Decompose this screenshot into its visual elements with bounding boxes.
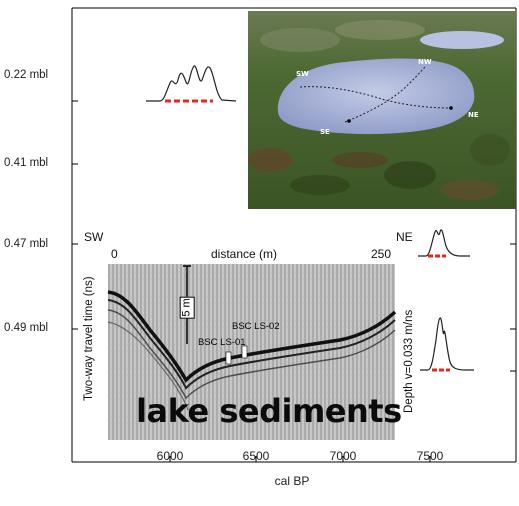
gpr-distance-start: 0 [111, 247, 118, 261]
y-label-4: 0.49 mbl [4, 322, 49, 334]
core-label-ls01: BSC LS-01 [198, 337, 246, 348]
gpr-distance-label: distance (m) [211, 247, 278, 261]
photo-label-ne: NE [468, 111, 479, 119]
x-tick-7500: 7500 [416, 449, 444, 463]
x-tick-6500: 6500 [242, 449, 270, 463]
gpr-direction-ne: NE [396, 230, 413, 244]
lake-aerial-photo [248, 11, 516, 209]
photo-label-sw: SW [296, 70, 309, 78]
x-tick-6000: 6000 [156, 449, 184, 463]
y-label-1: 0.22 mbl [4, 69, 49, 81]
age-distribution-curve-1 [146, 65, 237, 103]
y-ticks-left [72, 100, 78, 330]
gpr-y-axis-label: Two-way travel time (ns) [83, 276, 95, 401]
lake-sediments-label: lake sediments [136, 392, 402, 430]
photo-label-nw: NW [418, 58, 432, 66]
x-ticks [169, 456, 431, 462]
gpr-distance-end: 250 [371, 247, 392, 261]
x-axis-label: cal BP [274, 474, 310, 488]
core-label-ls02: BSC LS-02 [232, 321, 280, 332]
age-distribution-curve-2 [418, 229, 470, 258]
gpr-depth-label: Depth v=0.033 m/ns [403, 309, 415, 413]
gpr-direction-sw: SW [84, 230, 104, 244]
photo-label-se: SE [320, 128, 330, 136]
gpr-radargram [107, 264, 397, 440]
y-label-2: 0.41 mbl [4, 157, 49, 169]
age-distribution-curve-3 [420, 317, 474, 372]
x-tick-7000: 7000 [329, 449, 357, 463]
gpr-scale-bar-label: 5 m [179, 296, 195, 319]
y-label-3: 0.47 mbl [4, 238, 49, 250]
